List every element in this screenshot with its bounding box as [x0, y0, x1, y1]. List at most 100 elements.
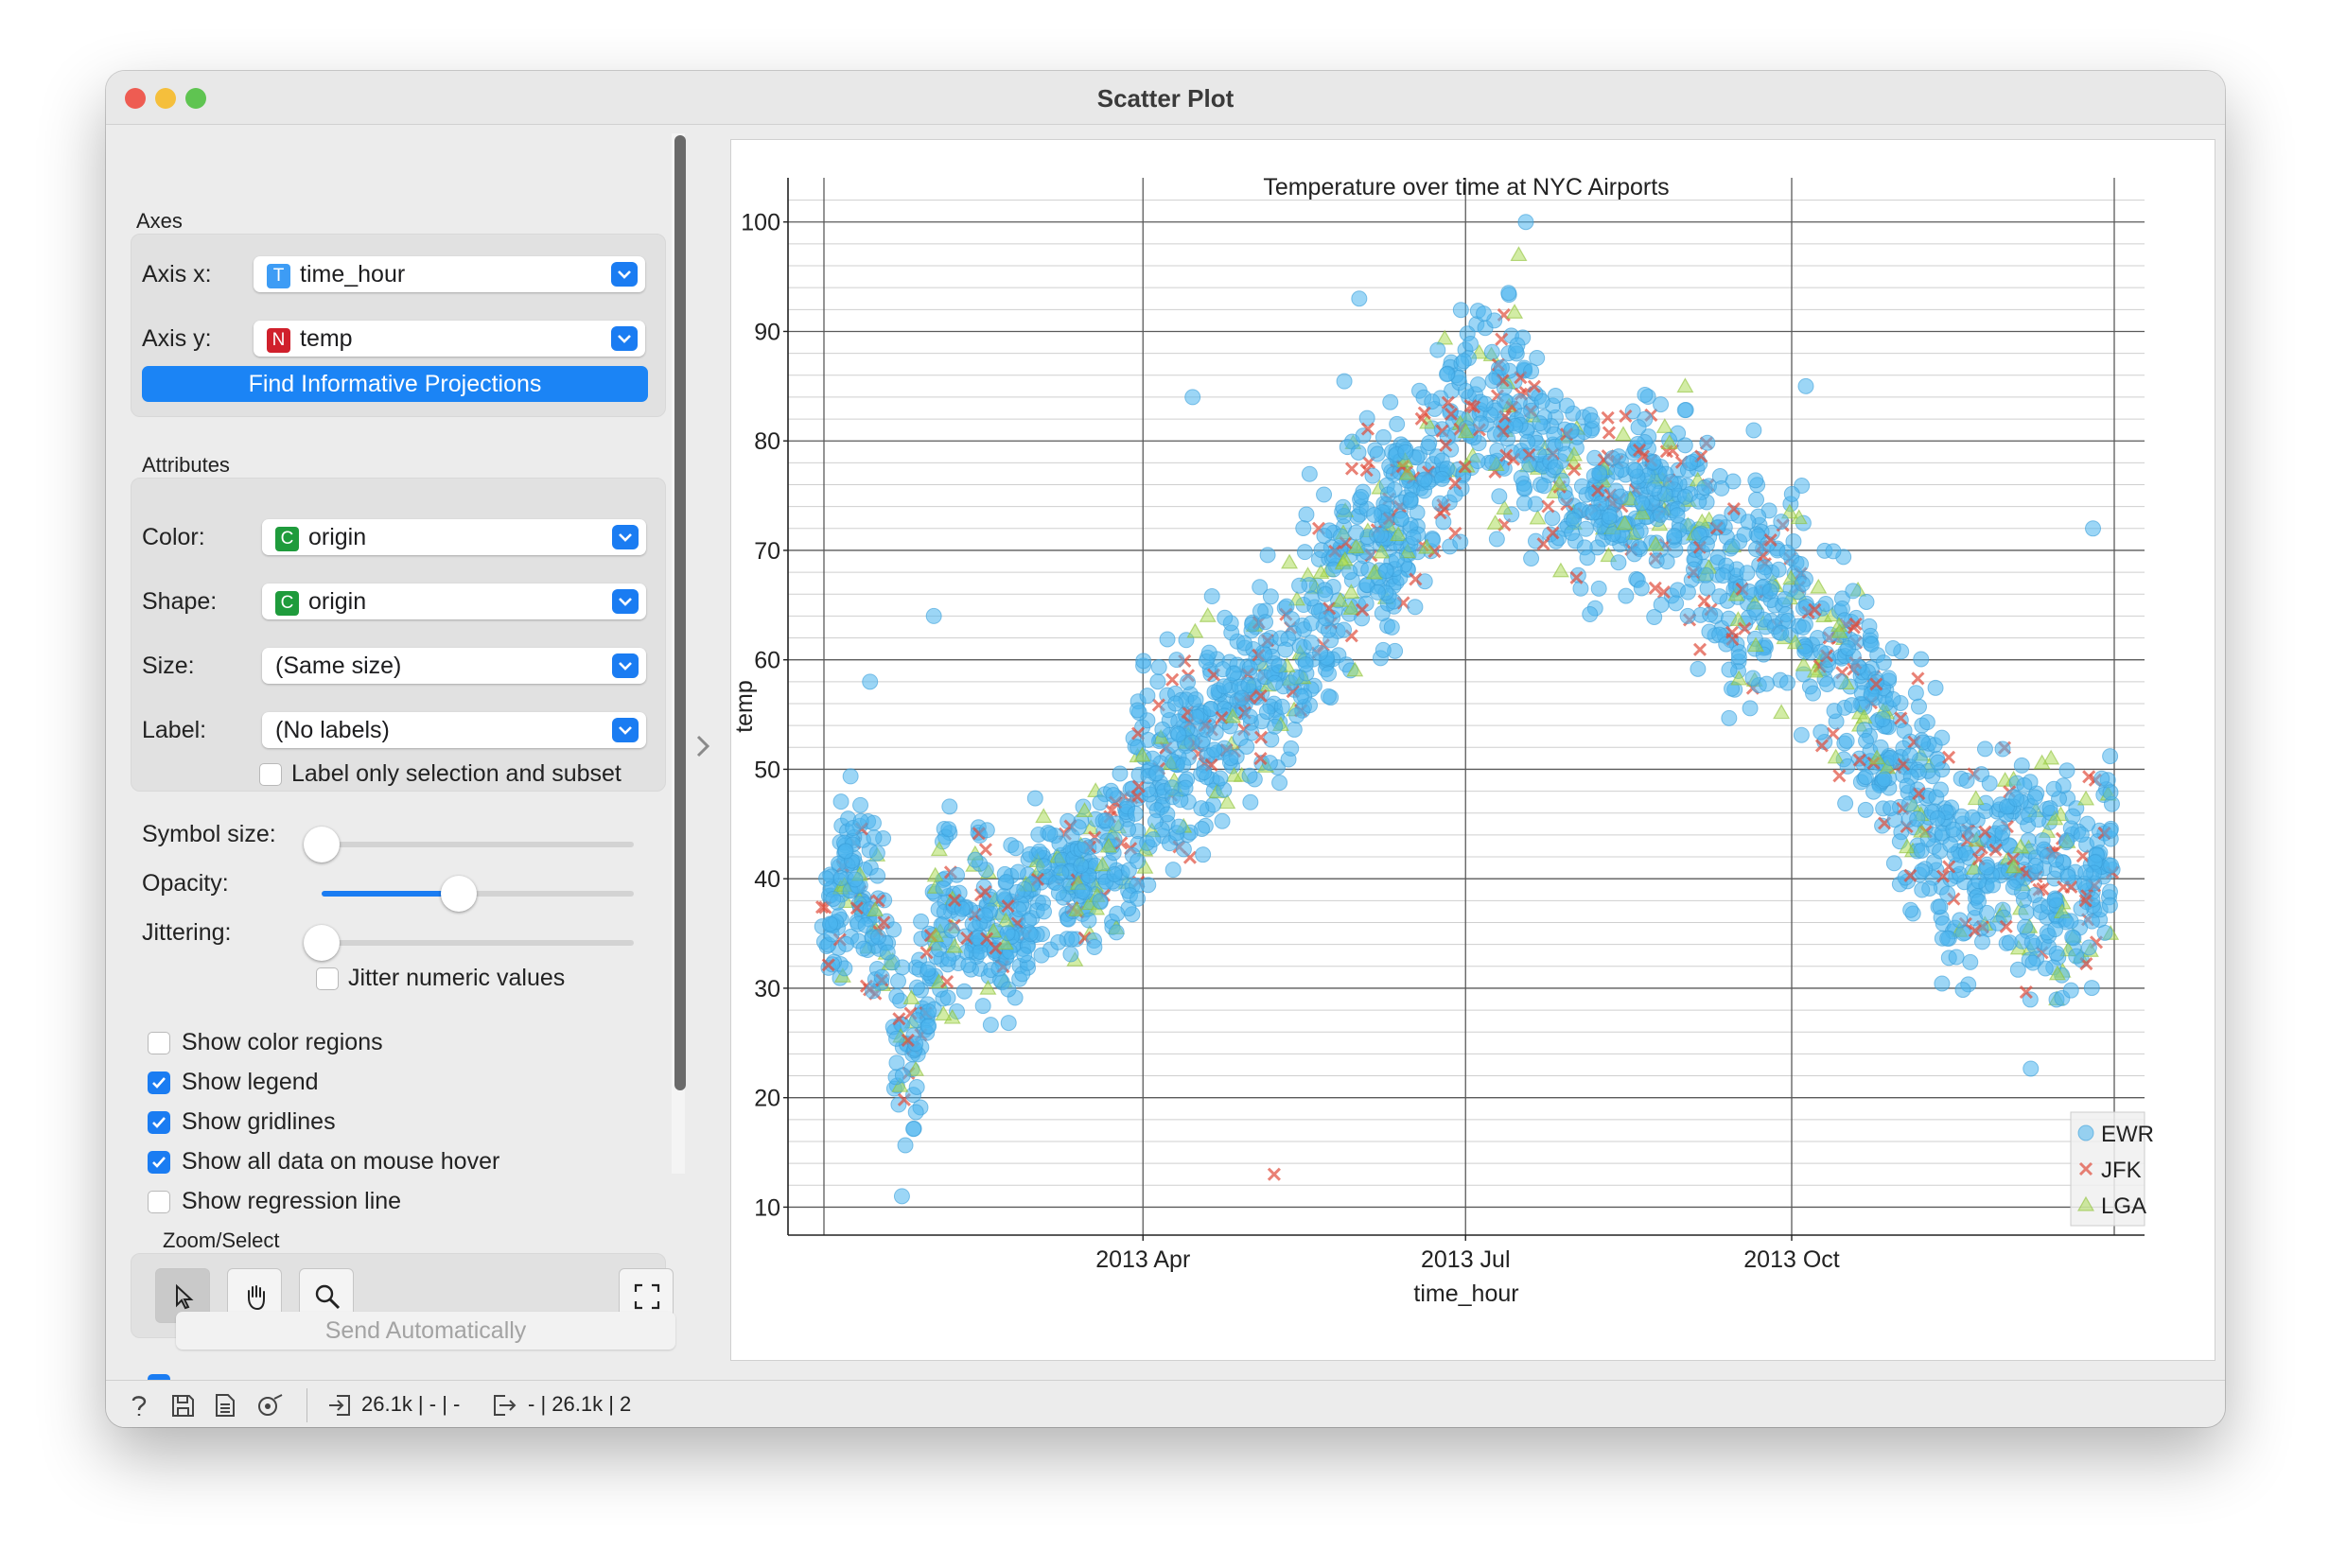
ewr-point	[1195, 846, 1212, 863]
ewr-point	[1517, 214, 1534, 231]
ewr-point	[847, 871, 864, 888]
lga-point	[2077, 790, 2095, 806]
ewr-point	[1579, 549, 1596, 566]
ewr-point	[1979, 859, 1996, 876]
ewr-point	[1942, 836, 1959, 853]
opacity-slider[interactable]	[322, 891, 634, 897]
close-window-button[interactable]	[125, 88, 146, 109]
output-icon	[494, 1395, 517, 1416]
ewr-point	[1000, 981, 1017, 998]
ewr-point	[1976, 740, 1993, 758]
ewr-point	[1000, 1015, 1017, 1032]
scatter-plot-chart[interactable]: 10 20 30 40 50 60 70 80 90 100 2013 Apr 2013 Jul 201…	[731, 140, 2213, 1358]
ewr-point	[1301, 465, 1318, 482]
ewr-point	[1523, 363, 1540, 380]
numeric-variable-icon: N	[267, 328, 290, 353]
ewr-point	[885, 921, 902, 938]
ewr-point	[1955, 925, 1972, 942]
jfk-point	[1619, 409, 1633, 423]
jfk-point	[1911, 671, 1925, 686]
control-scrollbar-thumb[interactable]	[674, 135, 686, 1090]
ewr-point	[1105, 787, 1122, 804]
ewr-point	[1858, 732, 1875, 749]
ewr-point	[1214, 812, 1231, 829]
ewr-point	[905, 1121, 922, 1138]
ewr-point	[1462, 335, 1479, 352]
ewr-point	[2068, 948, 2085, 965]
ewr-point	[1031, 843, 1048, 860]
find-informative-projections-button[interactable]: Find Informative Projections	[142, 366, 648, 402]
ewr-point	[1547, 459, 1564, 476]
help-icon[interactable]	[129, 1393, 149, 1418]
ewr-point	[999, 925, 1016, 942]
ewr-point	[1795, 619, 1812, 636]
ewr-point	[1535, 478, 1552, 495]
ewr-point	[1074, 883, 1091, 900]
show-color-regions-checkbox[interactable]	[148, 1032, 170, 1054]
send-automatically-button[interactable]: Send Automatically	[176, 1312, 675, 1350]
ewr-point	[1033, 947, 1050, 964]
slider-handle[interactable]	[304, 925, 340, 961]
ewr-point	[888, 1030, 905, 1047]
ewr-point	[925, 607, 942, 624]
ewr-point	[1711, 588, 1728, 605]
plot-panel[interactable]: 10 20 30 40 50 60 70 80 90 100 2013 Apr 2013 Jul 201…	[730, 139, 2215, 1361]
size-combo[interactable]: (Same size)	[262, 648, 646, 684]
ewr-point	[1777, 591, 1794, 608]
show-regression-label: Show regression line	[182, 1188, 402, 1214]
jittering-label: Jittering:	[142, 919, 232, 946]
jittering-slider[interactable]	[322, 940, 634, 946]
ewr-point	[1901, 747, 1918, 764]
label-only-selection-checkbox[interactable]	[259, 763, 282, 786]
show-all-data-checkbox[interactable]	[148, 1151, 170, 1174]
lga-point	[1035, 808, 1053, 824]
save-icon[interactable]	[170, 1393, 195, 1418]
show-legend-checkbox[interactable]	[148, 1071, 170, 1094]
ewr-point	[2064, 929, 2081, 946]
lga-point	[1529, 509, 1547, 525]
ewr-point	[2008, 791, 2025, 808]
ewr-point	[1939, 930, 1956, 947]
ewr-point	[1256, 646, 1273, 663]
ewr-point	[1383, 618, 1400, 636]
report-icon[interactable]	[214, 1393, 236, 1418]
symbol-size-slider[interactable]	[322, 842, 634, 847]
minimize-window-button[interactable]	[155, 88, 176, 109]
ewr-point	[1585, 504, 1602, 521]
ewr-point	[1602, 508, 1619, 525]
ewr-point	[1086, 938, 1103, 955]
show-regression-checkbox[interactable]	[148, 1191, 170, 1213]
ewr-point	[1147, 813, 1164, 830]
preferences-icon[interactable]	[255, 1393, 284, 1418]
ewr-point	[1202, 701, 1219, 718]
ewr-point	[949, 866, 966, 883]
y-tick-label: 80	[754, 428, 780, 455]
zoom-window-button[interactable]	[185, 88, 206, 109]
slider-handle[interactable]	[441, 876, 478, 912]
ewr-point	[894, 1067, 911, 1084]
chevron-right-icon[interactable]	[694, 733, 713, 764]
ewr-point	[1469, 453, 1486, 470]
size-label: Size:	[142, 653, 195, 679]
ewr-point	[1267, 718, 1284, 735]
ewr-point	[2093, 770, 2110, 787]
jitter-numeric-checkbox[interactable]	[316, 967, 339, 990]
ewr-point	[873, 968, 890, 985]
ewr-point	[832, 869, 849, 886]
show-gridlines-checkbox[interactable]	[148, 1111, 170, 1134]
title-bar: Scatter Plot	[106, 71, 2225, 125]
ewr-point	[1257, 632, 1274, 649]
ewr-point	[1140, 731, 1157, 748]
slider-handle[interactable]	[304, 827, 340, 862]
y-tick-label: 40	[754, 866, 780, 893]
zoom-select-title: Zoom/Select	[163, 1228, 280, 1252]
ewr-point	[1724, 538, 1741, 555]
color-label: Color:	[142, 524, 205, 550]
show-all-data-label: Show all data on mouse hover	[182, 1148, 500, 1175]
ewr-point	[893, 1188, 910, 1205]
label-combo[interactable]: (No labels)	[262, 712, 646, 748]
